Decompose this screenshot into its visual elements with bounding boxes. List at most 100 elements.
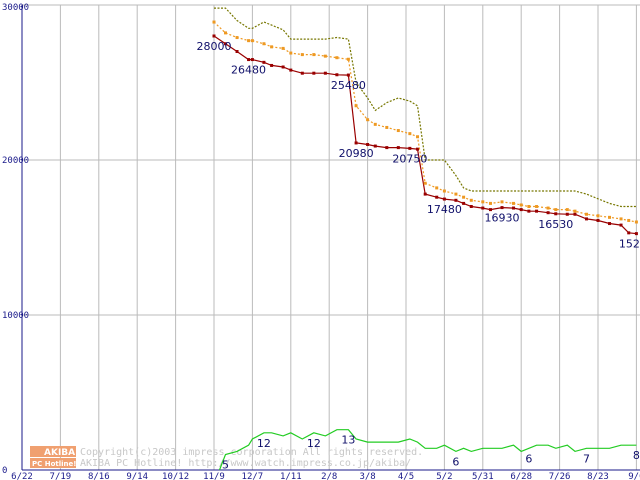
y-tick-label: 20000	[2, 156, 29, 166]
data-point-min_price	[546, 211, 550, 215]
data-point-avg_price	[423, 181, 427, 185]
data-point-min_price	[627, 231, 631, 235]
data-point-avg_price	[250, 39, 254, 43]
x-tick-label: 10/12	[162, 472, 189, 480]
series-line-min_price	[213, 35, 637, 235]
data-point-min_price	[584, 217, 588, 221]
data-point-avg_price	[235, 36, 239, 40]
data-point-min_price	[435, 195, 439, 199]
data-point-avg_price	[247, 39, 251, 43]
x-axis: 6/22 7/19 8/16 9/14 10/12 11/9 12/7 1/11 2/8 3/8 4…	[11, 469, 640, 480]
data-point-avg_price	[346, 57, 350, 61]
data-point-avg_price	[262, 42, 266, 46]
x-tick-label: 6/28	[510, 472, 532, 480]
data-point-min_price	[535, 209, 539, 213]
data-point-min_price	[423, 192, 427, 196]
data-point-min_price	[270, 63, 274, 67]
data-point-avg_price	[608, 215, 612, 219]
data-point-min_price	[335, 73, 339, 77]
y-tick-label: 30000	[2, 3, 29, 13]
data-point-avg_price	[584, 212, 588, 216]
data-point-avg_price	[408, 132, 412, 136]
data-point-avg_price	[281, 46, 285, 50]
data-point-min_price	[212, 34, 216, 38]
akiba-logo-box-bottom	[30, 458, 76, 468]
shop-count-label: 7	[583, 452, 590, 465]
data-point-min_price	[554, 212, 558, 216]
data-point-avg_price	[373, 122, 377, 126]
data-point-avg_price	[565, 208, 569, 212]
price-data-label: 16930	[485, 212, 520, 225]
price-data-label: 25480	[331, 79, 366, 92]
data-point-avg_price	[385, 125, 389, 129]
data-labels: 28000 26480 25480 20980 20750 17480 16930 16530…	[197, 40, 640, 472]
price-data-label: 20750	[392, 152, 427, 165]
price-data-label: 16530	[538, 218, 573, 231]
data-point-min_price	[596, 218, 600, 222]
data-point-min_price	[396, 146, 400, 150]
data-point-min_price	[262, 60, 266, 64]
series-line-shop_count	[218, 429, 637, 471]
data-point-avg_price	[454, 192, 458, 196]
data-point-min_price	[235, 50, 239, 53]
price-data-label: 26480	[231, 64, 266, 77]
data-point-min_price	[281, 65, 285, 69]
data-point-avg_price	[354, 104, 358, 108]
x-tick-label: 9/6	[628, 472, 640, 480]
data-point-min_price	[385, 146, 389, 150]
data-point-min_price	[323, 71, 327, 75]
data-point-min_price	[346, 73, 350, 77]
price-data-label: 17480	[427, 203, 462, 216]
data-point-avg_price	[546, 206, 550, 210]
data-point-avg_price	[366, 118, 370, 122]
y-tick-label: 10000	[2, 311, 29, 321]
data-point-min_price	[289, 68, 293, 72]
data-point-avg_price	[312, 53, 316, 57]
data-point-avg_price	[469, 198, 473, 202]
data-point-min_price	[454, 198, 458, 202]
data-point-avg_price	[619, 217, 623, 221]
x-tick-label: 6/22	[11, 472, 33, 480]
shop-count-label: 5	[222, 459, 229, 472]
x-tick-label: 7/26	[549, 472, 571, 480]
shop-count-label: 13	[341, 434, 355, 447]
price-data-label: 15250	[619, 238, 640, 251]
data-point-avg_price	[212, 20, 216, 24]
data-point-avg_price	[554, 208, 558, 212]
data-point-min_price	[312, 71, 316, 75]
data-point-avg_price	[335, 56, 339, 60]
shop-count-label: 6	[452, 455, 459, 468]
data-point-avg_price	[442, 189, 446, 193]
x-tick-label: 1/11	[280, 472, 302, 480]
data-point-avg_price	[300, 53, 304, 57]
data-point-avg_price	[416, 135, 420, 139]
data-point-min_price	[500, 206, 504, 210]
data-point-min_price	[573, 212, 577, 216]
data-point-min_price	[366, 143, 370, 146]
copyright-line: Copyright(c)2003 impress corporation All…	[80, 447, 423, 458]
data-point-avg_price	[481, 200, 485, 204]
y-tick-label: 0	[2, 466, 7, 476]
data-point-min_price	[354, 141, 358, 145]
data-point-avg_price	[634, 220, 638, 224]
series-line-max_price	[214, 7, 637, 208]
data-point-avg_price	[527, 205, 531, 208]
data-point-avg_price	[224, 31, 228, 35]
shop-count-label: 8	[633, 449, 640, 462]
data-point-min_price	[408, 146, 412, 150]
data-point-min_price	[565, 212, 569, 216]
gridlines	[21, 4, 640, 471]
data-point-min_price	[481, 206, 485, 210]
data-point-min_price	[300, 71, 304, 75]
url-line: AKIBA PC Hotline! http://www.watch.impre…	[80, 458, 411, 469]
x-tick-label: 11/9	[203, 472, 225, 480]
data-point-avg_price	[396, 129, 400, 133]
data-point-avg_price	[462, 195, 466, 199]
data-point-avg_price	[573, 209, 577, 213]
data-point-avg_price	[535, 205, 539, 208]
data-point-avg_price	[488, 201, 492, 205]
data-point-avg_price	[500, 200, 504, 204]
data-point-min_price	[619, 223, 623, 227]
shop-count-label: 12	[257, 437, 271, 450]
